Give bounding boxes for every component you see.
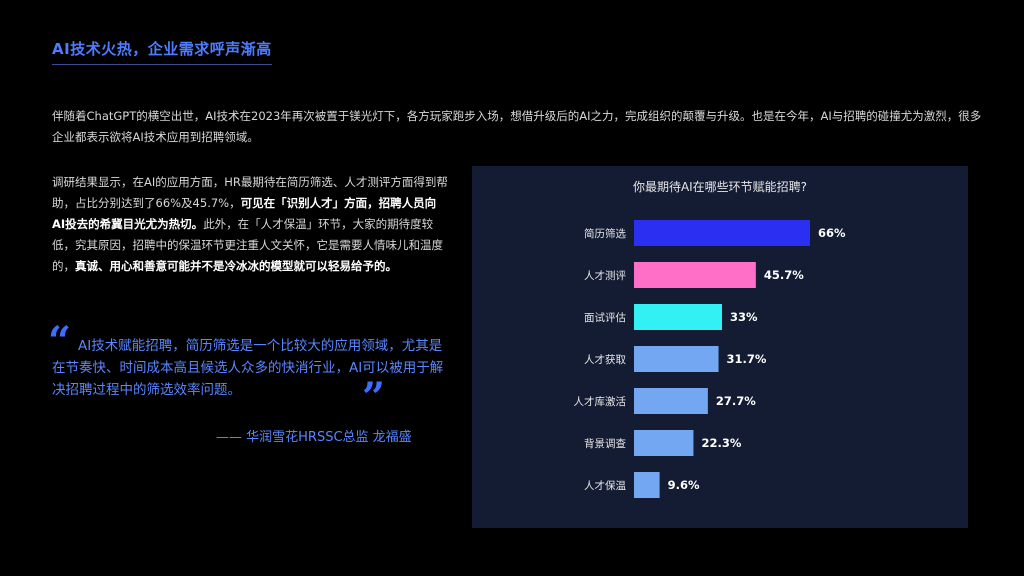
category-label: 人才库激活 bbox=[574, 395, 627, 408]
findings-paragraph: 调研结果显示，在AI的应用方面，HR最期待在简历筛选、人才测评方面得到帮助，占比… bbox=[52, 172, 448, 277]
bar bbox=[634, 430, 694, 456]
findings-text-2: 此外，在「人才保温」环节，大家的期待度较低，究其原因，招聘中的保温环节更注重人文… bbox=[52, 217, 443, 273]
quote-text: AI技术赋能招聘，简历筛选是一个比较大的应用领域，尤其是在节奏快、时间成本高且候… bbox=[52, 338, 444, 398]
value-label: 33% bbox=[730, 310, 758, 324]
chart-panel: 你最期待AI在哪些环节赋能招聘? 简历筛选 66% 人才测评 45.7% 面试评估 33%… bbox=[472, 166, 968, 528]
value-label: 66% bbox=[818, 226, 846, 240]
intro-paragraph: 伴随着ChatGPT的横空出世，AI技术在2023年再次被置于镁光灯下，各方玩家… bbox=[52, 109, 982, 144]
bar bbox=[634, 472, 660, 498]
bar bbox=[634, 304, 722, 330]
category-label: 背景调查 bbox=[584, 437, 626, 450]
quote-open-icon: “ bbox=[48, 318, 72, 365]
bar bbox=[634, 220, 810, 246]
value-label: 27.7% bbox=[716, 394, 756, 408]
category-label: 人才测评 bbox=[584, 269, 626, 282]
bar bbox=[634, 346, 719, 372]
quote-author: —— 华润雪花HRSSC总监 龙福盛 bbox=[216, 430, 412, 445]
page-title: AI技术火热，企业需求呼声渐高 bbox=[52, 38, 272, 65]
category-label: 人才保温 bbox=[584, 479, 626, 492]
value-label: 9.6% bbox=[668, 478, 700, 492]
value-label: 45.7% bbox=[764, 268, 804, 282]
bar bbox=[634, 388, 708, 414]
category-label: 面试评估 bbox=[584, 311, 626, 324]
bars-group: 简历筛选 66% 人才测评 45.7% 面试评估 33% 人才获取 31.7% 人才库激活 27.… bbox=[574, 220, 846, 498]
category-label: 简历筛选 bbox=[584, 227, 626, 240]
category-label: 人才获取 bbox=[584, 353, 626, 366]
bar bbox=[634, 262, 756, 288]
value-label: 31.7% bbox=[727, 352, 767, 366]
findings-highlight-2: 真诚、用心和善意可能并不是冷冰冰的模型就可以轻易给予的。 bbox=[75, 259, 397, 273]
findings-text-1: 调研结果显示，在AI的应用方面，HR最期待在简历筛选、人才测评方面得到帮助，占比… bbox=[52, 175, 448, 210]
bar-chart: 你最期待AI在哪些环节赋能招聘? 简历筛选 66% 人才测评 45.7% 面试评估 33%… bbox=[574, 180, 846, 498]
chart-title: 你最期待AI在哪些环节赋能招聘? bbox=[633, 180, 807, 194]
findings-highlight-1: 可见在「识别人才」方面，招聘人员向AI投去的希冀目光尤为热切。 bbox=[52, 196, 437, 231]
value-label: 22.3% bbox=[701, 436, 741, 450]
quote-close-icon: ” bbox=[362, 374, 386, 421]
